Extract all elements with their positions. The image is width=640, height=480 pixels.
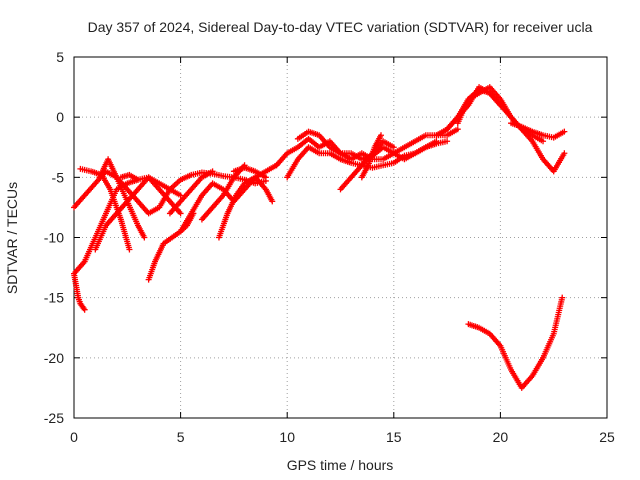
data-point bbox=[444, 138, 451, 145]
data-point bbox=[177, 192, 184, 199]
data-point bbox=[177, 210, 184, 217]
data-point bbox=[262, 174, 269, 181]
series-track-6 bbox=[96, 156, 173, 217]
x-tick-label: 20 bbox=[493, 429, 509, 445]
y-axis-label: SDTVAR / TECUs bbox=[4, 182, 20, 294]
series-track-2 bbox=[71, 176, 141, 277]
data-point bbox=[390, 144, 397, 151]
data-points bbox=[71, 84, 568, 391]
y-tick-label: -10 bbox=[44, 230, 64, 246]
y-tick-labels: -25 -20 -15 -10 -5 0 5 bbox=[44, 49, 64, 426]
data-point bbox=[141, 234, 148, 241]
series-track-14 bbox=[230, 164, 269, 181]
series-track-1 bbox=[71, 270, 88, 313]
data-point bbox=[269, 198, 276, 205]
x-tick-label: 10 bbox=[279, 429, 295, 445]
x-tick-label: 0 bbox=[70, 429, 78, 445]
plot-frame bbox=[73, 56, 608, 419]
y-tick-label: 5 bbox=[56, 49, 64, 65]
axis-ticks bbox=[73, 56, 608, 419]
data-point bbox=[209, 168, 216, 175]
y-tick-label: 0 bbox=[56, 109, 64, 125]
series-track-7 bbox=[117, 171, 184, 199]
series-track-22 bbox=[444, 84, 504, 133]
x-axis-label: GPS time / hours bbox=[287, 457, 394, 473]
series-track-23 bbox=[508, 120, 568, 141]
x-tick-labels: 0 5 10 15 20 25 bbox=[70, 429, 615, 445]
data-point bbox=[559, 294, 566, 301]
chart-title: Day 357 of 2024, Sidereal Day-to-day VTE… bbox=[88, 19, 593, 35]
data-point bbox=[126, 246, 133, 253]
y-tick-label: -20 bbox=[44, 350, 64, 366]
series-track-11 bbox=[177, 174, 276, 235]
x-tick-label: 15 bbox=[386, 429, 402, 445]
data-point bbox=[497, 102, 504, 109]
x-tick-label: 25 bbox=[599, 429, 615, 445]
data-point bbox=[378, 132, 385, 139]
data-point bbox=[540, 138, 547, 145]
series-track-10 bbox=[166, 168, 216, 217]
data-point bbox=[561, 128, 568, 135]
data-point bbox=[454, 126, 461, 133]
series-track-19 bbox=[358, 132, 385, 181]
grid-lines bbox=[74, 57, 607, 418]
data-point bbox=[433, 138, 440, 145]
data-point bbox=[561, 150, 568, 157]
y-tick-label: -15 bbox=[44, 290, 64, 306]
data-point bbox=[81, 306, 88, 313]
x-tick-label: 5 bbox=[177, 429, 185, 445]
y-tick-label: -25 bbox=[44, 410, 64, 426]
y-tick-label: -5 bbox=[52, 169, 65, 185]
series-track-24 bbox=[465, 294, 566, 391]
